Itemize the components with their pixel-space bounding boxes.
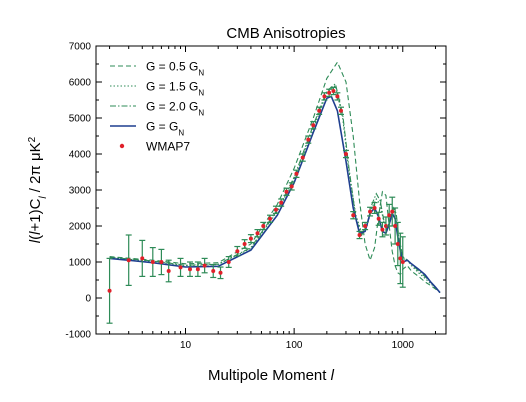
legend-label: G = 1.5 GN [146, 80, 204, 98]
y-tick-label: 4000 [69, 150, 92, 161]
wmap7-point [400, 260, 405, 264]
wmap7-point [126, 258, 131, 263]
wmap7-point [218, 270, 223, 275]
x-tick-label: 1000 [392, 340, 415, 351]
y-tick-label: 2000 [69, 222, 92, 233]
wmap7-point [284, 189, 289, 194]
legend-marker-wmap7 [119, 143, 125, 149]
legend-label-main: G = 2.0 G [146, 100, 198, 114]
wmap7-point [338, 108, 343, 113]
y-axis-title: l(l+1)Cl / 2π μK2 [27, 136, 49, 243]
series-line-g-2-0-g-n [109, 82, 441, 293]
wmap7-point [387, 213, 392, 218]
y-tick-label: -1000 [65, 330, 91, 341]
wmap7-point [294, 171, 299, 176]
x-axis-title: Multipole Moment l [208, 367, 335, 384]
wmap7-point [268, 216, 273, 221]
wmap7-point [248, 236, 253, 241]
legend-label-subscript: N [198, 108, 204, 117]
wmap7-point [351, 213, 356, 218]
wmap7-point [195, 267, 200, 272]
legend-label-subscript: N [198, 88, 204, 97]
wmap7-point [390, 209, 395, 214]
wmap7-data [106, 86, 406, 324]
wmap7-point [226, 260, 231, 264]
y-tick-label: 0 [85, 294, 91, 305]
y-tick-label: 3000 [69, 186, 92, 197]
wmap7-point [255, 231, 260, 236]
wmap7-point [335, 94, 340, 99]
wmap7-point [383, 224, 388, 228]
y-tick-label: 5000 [69, 114, 92, 125]
wmap7-point [289, 184, 294, 189]
wmap7-point [261, 224, 266, 228]
wmap7-point [273, 207, 278, 212]
wmap7-point [306, 137, 311, 142]
wmap7-point [322, 94, 327, 99]
wmap7-point [166, 269, 171, 273]
wmap7-point [107, 288, 112, 293]
wmap7-point [368, 209, 373, 214]
wmap7-point [327, 90, 332, 95]
legend-label-main: G = 1.5 G [146, 80, 198, 94]
legend-label-main: G = G [146, 120, 178, 134]
wmap7-point [376, 216, 381, 221]
wmap7-point [159, 260, 164, 264]
wmap7-point [357, 233, 362, 237]
y-tick-label: 1000 [69, 258, 92, 269]
x-tick-label: 10 [180, 340, 192, 351]
legend-label: WMAP7 [146, 140, 190, 154]
legend-label-subscript: N [198, 68, 204, 77]
wmap7-point [363, 224, 368, 228]
x-tick-label: 100 [286, 340, 303, 351]
wmap7-point [178, 265, 183, 270]
wmap7-point [150, 260, 155, 264]
wmap7-point [188, 267, 193, 272]
wmap7-point [300, 155, 305, 160]
legend-label-main: WMAP7 [146, 140, 190, 154]
legend: G = 0.5 GNG = 1.5 GNG = 2.0 GNG = GNWMAP… [110, 60, 204, 154]
wmap7-point [393, 224, 398, 228]
y-axis: -1000 0 1000 2000 3000 4000 5000 6000 7000 [65, 42, 446, 341]
wmap7-point [317, 108, 322, 113]
wmap7-point [398, 256, 403, 261]
legend-label: G = 2.0 GN [146, 100, 204, 118]
legend-label: G = GN [146, 120, 184, 138]
wmap7-point [202, 263, 207, 268]
wmap7-point [211, 269, 216, 273]
wmap7-point [311, 123, 316, 128]
wmap7-point [395, 242, 400, 246]
wmap7-point [372, 206, 377, 210]
wmap7-point [242, 242, 247, 246]
wmap7-point [235, 249, 240, 254]
x-axis: 10 100 1000 [109, 46, 436, 351]
wmap7-point [343, 152, 348, 156]
legend-label-main: G = 0.5 G [146, 60, 198, 74]
wmap7-point [140, 256, 145, 261]
wmap7-point [380, 227, 385, 232]
chart-title: CMB Anisotropies [226, 25, 345, 42]
wmap7-point [279, 200, 284, 205]
legend-label: G = 0.5 GN [146, 60, 204, 78]
y-tick-label: 7000 [69, 42, 92, 53]
wmap7-point [331, 89, 336, 93]
y-tick-label: 6000 [69, 78, 92, 89]
legend-label-subscript: N [178, 128, 184, 137]
